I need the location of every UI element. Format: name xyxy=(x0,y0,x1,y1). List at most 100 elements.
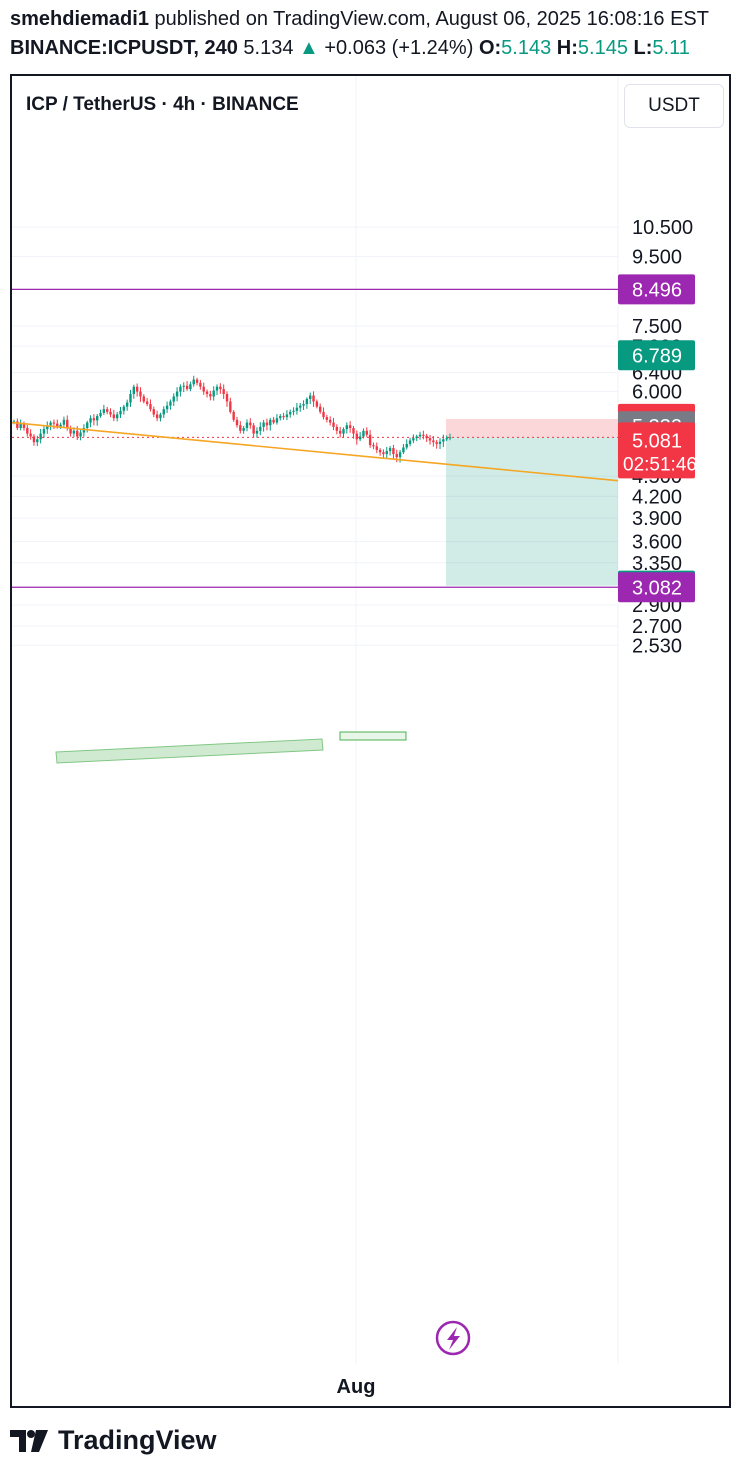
candle[interactable] xyxy=(408,440,412,444)
candle[interactable] xyxy=(212,390,215,397)
candle[interactable] xyxy=(318,406,322,412)
candle[interactable] xyxy=(219,386,222,390)
candle[interactable] xyxy=(79,432,82,437)
candle[interactable] xyxy=(135,386,139,392)
candle[interactable] xyxy=(255,430,259,434)
candle[interactable] xyxy=(42,429,46,434)
candle[interactable] xyxy=(66,419,69,429)
candle[interactable] xyxy=(358,436,362,440)
candle[interactable] xyxy=(185,385,189,390)
candle[interactable] xyxy=(209,394,212,397)
candle[interactable] xyxy=(149,404,152,410)
position-target-zone[interactable] xyxy=(446,437,618,586)
candle[interactable] xyxy=(362,430,365,437)
candle[interactable] xyxy=(242,428,245,431)
candle[interactable] xyxy=(332,422,335,427)
candle[interactable] xyxy=(102,409,106,413)
candle[interactable] xyxy=(145,401,149,405)
candle[interactable] xyxy=(269,419,272,426)
candle[interactable] xyxy=(312,395,315,402)
candle[interactable] xyxy=(402,447,405,453)
candle[interactable] xyxy=(395,454,398,458)
position-stop-zone[interactable] xyxy=(446,418,618,438)
candle[interactable] xyxy=(392,448,395,455)
price-label-horizontal-line[interactable] xyxy=(618,274,695,305)
candle[interactable] xyxy=(99,412,102,417)
candle[interactable] xyxy=(372,445,375,447)
candle[interactable] xyxy=(125,402,129,407)
candle[interactable] xyxy=(335,426,339,431)
price-label-marker[interactable] xyxy=(618,425,695,456)
candle[interactable] xyxy=(192,379,195,385)
candle[interactable] xyxy=(375,446,378,450)
candle[interactable] xyxy=(352,428,355,434)
candle[interactable] xyxy=(52,422,56,424)
trendline[interactable] xyxy=(12,421,619,482)
candle[interactable] xyxy=(239,425,242,431)
candle[interactable] xyxy=(398,452,402,458)
candle[interactable] xyxy=(22,423,26,429)
candle[interactable] xyxy=(412,438,415,441)
candle[interactable] xyxy=(309,395,312,399)
candle[interactable] xyxy=(348,425,352,429)
candle[interactable] xyxy=(272,419,275,423)
candle[interactable] xyxy=(89,418,92,423)
candle[interactable] xyxy=(265,422,269,426)
candle[interactable] xyxy=(19,423,22,429)
candle[interactable] xyxy=(189,384,192,390)
currency-button[interactable]: USDT xyxy=(624,84,724,128)
candle[interactable] xyxy=(305,398,309,405)
candle[interactable] xyxy=(338,430,342,434)
candle[interactable] xyxy=(415,436,418,439)
candle[interactable] xyxy=(425,435,428,439)
candle[interactable] xyxy=(435,442,438,444)
candle[interactable] xyxy=(232,411,235,420)
candle[interactable] xyxy=(299,405,302,408)
candle[interactable] xyxy=(129,394,132,403)
candle[interactable] xyxy=(155,414,159,419)
candle[interactable] xyxy=(132,386,136,395)
candle[interactable] xyxy=(69,428,72,434)
candle[interactable] xyxy=(285,414,289,418)
candle[interactable] xyxy=(325,417,329,420)
candle[interactable] xyxy=(105,409,109,412)
candle[interactable] xyxy=(119,410,122,415)
candle[interactable] xyxy=(32,436,36,443)
candle[interactable] xyxy=(428,438,432,441)
candle[interactable] xyxy=(442,439,445,442)
candle[interactable] xyxy=(115,414,119,419)
candle[interactable] xyxy=(448,437,452,439)
candle[interactable] xyxy=(282,416,285,418)
candle[interactable] xyxy=(259,426,262,431)
candle[interactable] xyxy=(76,430,79,437)
candle[interactable] xyxy=(222,389,225,395)
candle[interactable] xyxy=(175,391,179,397)
candle[interactable] xyxy=(199,382,202,387)
candle[interactable] xyxy=(179,386,182,392)
candle[interactable] xyxy=(26,428,29,434)
candle[interactable] xyxy=(445,438,448,440)
support-zone-rect[interactable] xyxy=(55,738,324,764)
candle[interactable] xyxy=(225,394,229,402)
candle[interactable] xyxy=(16,421,19,429)
candle[interactable] xyxy=(245,422,249,429)
candle[interactable] xyxy=(229,401,232,412)
candle[interactable] xyxy=(205,391,209,395)
candle[interactable] xyxy=(159,414,162,419)
candle[interactable] xyxy=(56,423,59,427)
candle[interactable] xyxy=(62,419,66,425)
candle[interactable] xyxy=(418,434,422,437)
candle[interactable] xyxy=(112,414,116,419)
candle[interactable] xyxy=(109,411,112,415)
candle[interactable] xyxy=(378,449,382,453)
chart-canvas[interactable]: 10.5009.5007.5007.0006.4006.0004.5004.20… xyxy=(12,76,731,1408)
price-label-target[interactable] xyxy=(618,340,695,371)
candle[interactable] xyxy=(328,419,332,423)
candle[interactable] xyxy=(195,379,199,383)
candle[interactable] xyxy=(279,416,282,419)
candle[interactable] xyxy=(405,443,408,448)
candle[interactable] xyxy=(235,419,239,426)
candle[interactable] xyxy=(169,401,172,406)
tradingview-logo[interactable]: TradingView xyxy=(10,1425,217,1456)
candle[interactable] xyxy=(202,386,205,392)
